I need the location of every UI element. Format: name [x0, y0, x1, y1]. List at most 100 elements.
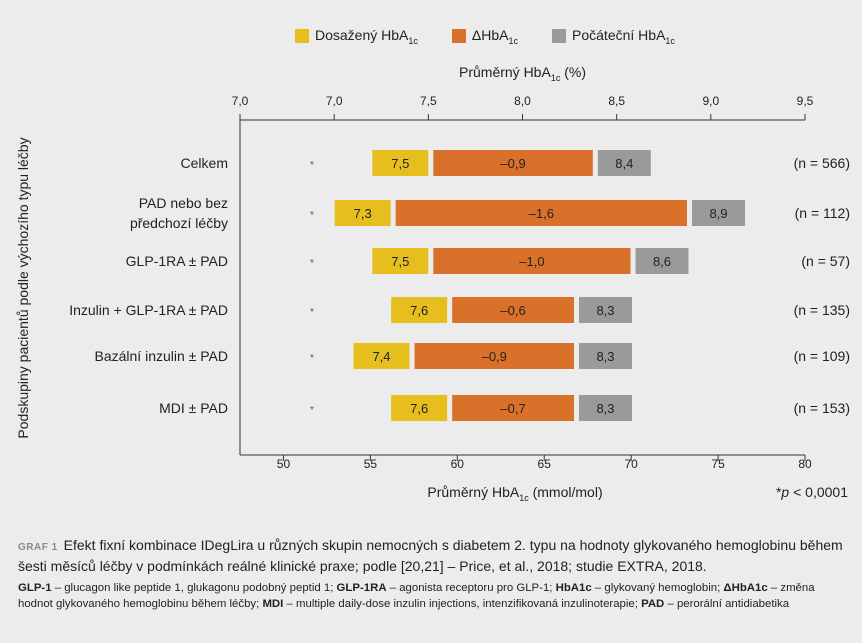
- bar-delta: [452, 297, 574, 323]
- legend-label-achieved: Dosažený HbA1c: [315, 26, 418, 46]
- sample-size-label: (n = 109): [794, 348, 850, 364]
- bar-delta: [452, 395, 574, 421]
- legend-swatch-baseline: [552, 28, 567, 43]
- abbrev-term: GLP-1: [18, 582, 52, 594]
- legend-achieved: Dosažený HbA1c: [295, 26, 418, 46]
- bar-baseline: [579, 395, 632, 421]
- top-axis-tick-label: 7,5: [420, 94, 437, 108]
- abbrev-definition: – agonista receptoru pro GLP-1;: [386, 582, 556, 594]
- abbrev-definition: – perorální antidiabetika: [664, 598, 790, 610]
- significance-marker: *: [310, 258, 314, 269]
- top-axis-tick-label: 7,0: [326, 94, 343, 108]
- bar-baseline-label: 8,3: [596, 349, 614, 364]
- bar-delta: [414, 343, 574, 369]
- significance-marker: *: [310, 210, 314, 221]
- category-label: PAD nebo bez: [139, 195, 228, 211]
- bar-achieved: [372, 248, 429, 274]
- bar-baseline: [635, 248, 689, 274]
- caption-text: Efekt fixní kombinace IDegLira u různých…: [18, 537, 843, 574]
- bar-delta-label: –0,9: [500, 156, 525, 171]
- bar-achieved-label: 7,4: [372, 349, 390, 364]
- abbrev-definition: – multiple daily-dose inzulin injections…: [283, 598, 642, 610]
- bar-baseline-label: 8,3: [596, 401, 614, 416]
- abbrev-term: MDI: [262, 598, 284, 610]
- sample-size-label: (n = 135): [794, 302, 850, 318]
- bar-achieved-label: 7,6: [410, 303, 428, 318]
- top-axis-tick-label: 9,5: [797, 94, 814, 108]
- significance-marker: *: [310, 353, 314, 364]
- legend-baseline: Počáteční HbA1c: [552, 26, 675, 46]
- bar-baseline: [579, 297, 632, 323]
- category-label: GLP-1RA ± PAD: [126, 253, 228, 269]
- bar-achieved: [334, 200, 391, 226]
- bar-baseline-label: 8,9: [709, 206, 727, 221]
- bar-achieved: [391, 297, 448, 323]
- bottom-axis-tick-label: 80: [798, 457, 812, 471]
- abbrev-definition: – změna hodnot glykovaného hemoglobinu b…: [18, 582, 815, 610]
- sample-size-label: (n = 112): [795, 205, 850, 221]
- y-axis-label: Podskupiny pacientů podle výchozího typu…: [15, 137, 31, 438]
- top-axis-tick-label: 7,0: [232, 94, 249, 108]
- bar-baseline-label: 8,6: [653, 254, 671, 269]
- bar-achieved: [372, 150, 429, 176]
- top-axis-tick-label: 8,5: [608, 94, 625, 108]
- chart-legend: Dosažený HbA1c ΔHbA1c Počáteční HbA1c: [295, 26, 675, 46]
- hba1c-bar-chart: Průměrný HbA1c (%) 7,0 7,0 7,5 8,0 8,5 9,0 9,5 5…: [15, 64, 850, 503]
- top-axis-tick-label: 9,0: [702, 94, 719, 108]
- category-label: Celkem: [181, 155, 228, 171]
- caption-tag: GRAF 1: [18, 542, 58, 553]
- figure-caption: GRAF 1 Efekt fixní kombinace IDegLira u r…: [18, 536, 848, 576]
- top-axis-tick-label: 8,0: [514, 94, 531, 108]
- bar-achieved-label: 7,5: [391, 156, 409, 171]
- sample-size-label: (n = 566): [794, 155, 850, 171]
- legend-swatch-achieved: [295, 28, 309, 43]
- significance-marker: *: [310, 307, 314, 318]
- legend-swatch-delta: [451, 28, 466, 43]
- top-axis-label: Průměrný HbA1c (%): [459, 64, 586, 83]
- bar-delta-label: –0,6: [500, 303, 525, 318]
- bottom-axis-tick-label: 70: [624, 457, 638, 471]
- bar-baseline: [692, 200, 745, 226]
- bar-delta-label: –1,0: [519, 254, 544, 269]
- sample-size-label: (n = 57): [801, 253, 850, 269]
- bar-baseline: [579, 343, 632, 369]
- bar-delta-label: –0,7: [500, 401, 525, 416]
- category-label: MDI ± PAD: [159, 400, 228, 416]
- bar-delta: [433, 150, 593, 176]
- abbrev-term: HbA1c: [555, 582, 592, 594]
- bar-achieved-label: 7,3: [354, 206, 372, 221]
- bar-achieved: [353, 343, 410, 369]
- bottom-axis-tick-label: 60: [451, 457, 465, 471]
- bar-achieved-label: 7,6: [410, 401, 428, 416]
- bar-baseline-label: 8,4: [615, 156, 633, 171]
- abbreviations: GLP-1 – glucagon like peptide 1, glukago…: [18, 580, 848, 612]
- bottom-axis-tick-label: 55: [364, 457, 378, 471]
- bar-delta-label: –0,9: [482, 349, 507, 364]
- category-label: Inzulin + GLP-1RA ± PAD: [69, 302, 228, 318]
- sample-size-label: (n = 153): [794, 400, 850, 416]
- category-label: předchozí léčby: [130, 215, 228, 231]
- significance-marker: *: [310, 405, 314, 416]
- bar-delta: [433, 248, 631, 274]
- category-label: Bazální inzulin ± PAD: [95, 348, 229, 364]
- significance-marker: *: [310, 160, 314, 171]
- bottom-axis-label: Průměrný HbA1c (mmol/mol): [427, 484, 602, 503]
- legend-label-delta: ΔHbA1c: [471, 26, 519, 46]
- abbrev-term: ΔHbA1c: [723, 582, 768, 594]
- abbrev-term: PAD: [641, 598, 665, 610]
- bottom-axis-tick-label: 65: [538, 457, 552, 471]
- abbrev-term: GLP-1RA: [336, 582, 387, 594]
- legend-label-baseline: Počáteční HbA1c: [572, 26, 675, 46]
- legend-delta: ΔHbA1c: [451, 26, 519, 46]
- bar-delta: [395, 200, 687, 226]
- bar-delta-label: –1,6: [529, 206, 554, 221]
- abbrev-definition: – glucagon like peptide 1, glukagonu pod…: [51, 582, 337, 594]
- footnote: *p < 0,0001: [776, 484, 848, 500]
- bar-achieved: [391, 395, 448, 421]
- bottom-axis-tick-label: 50: [277, 457, 291, 471]
- abbrev-definition: – glykovaný hemoglobin;: [591, 582, 724, 594]
- bar-baseline-label: 8,3: [596, 303, 614, 318]
- bar-achieved-label: 7,5: [391, 254, 409, 269]
- bottom-axis-tick-label: 75: [711, 457, 725, 471]
- bar-baseline: [597, 150, 651, 176]
